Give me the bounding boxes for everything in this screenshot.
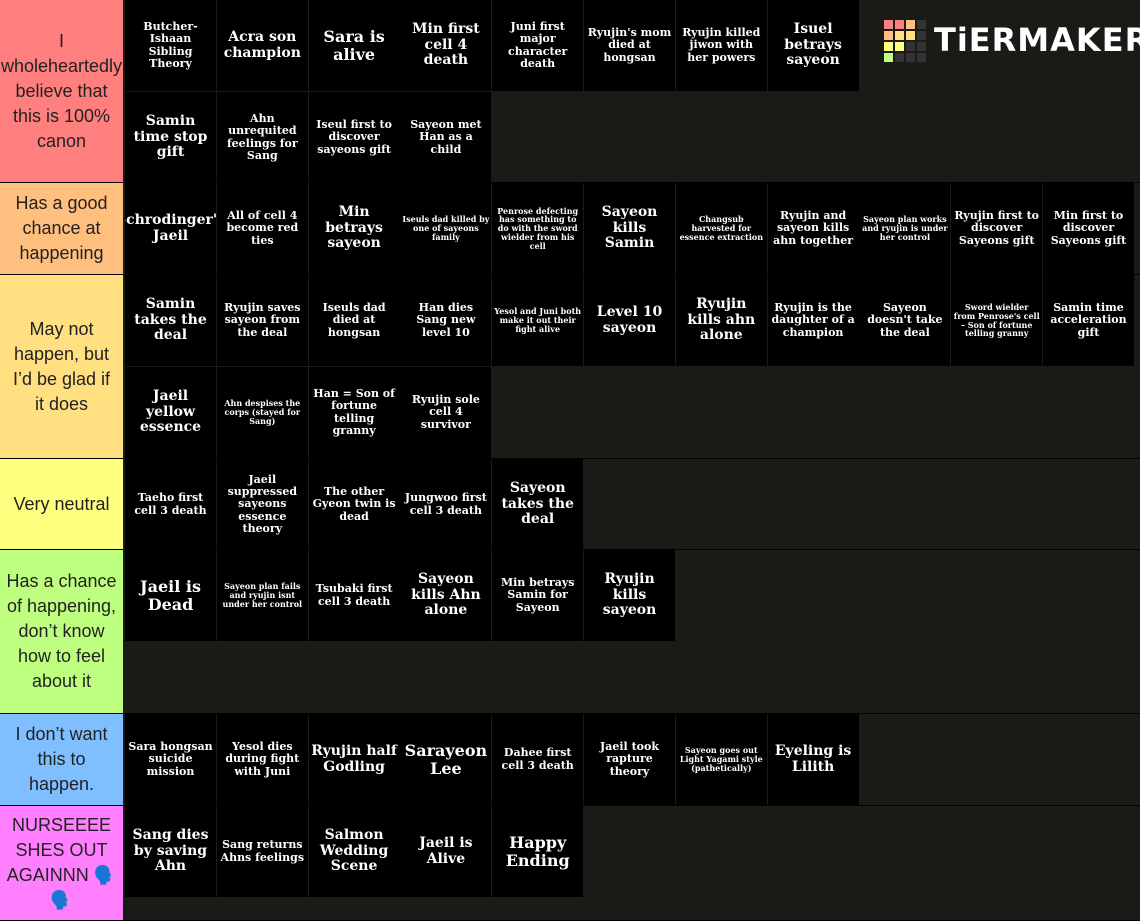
tier-item: Iseuls dad died at hongsan [308,275,400,366]
tier-item: Ahn despises the corps (stayed for Sang) [216,367,308,458]
tier-item: Jaeil is Dead [125,550,216,641]
tier-item: Han = Son of fortune telling granny [308,367,400,458]
tier-label: Has a good chance at happening [0,183,123,274]
tier-item: Level 10 sayeon [584,275,675,366]
logo: TiERMAKER [882,18,1140,62]
tier-item: Ryujin killed jiwon with her powers [675,0,767,91]
tier-item: Happy Ending [492,806,584,897]
tier-item: Jaeil is Alive [400,806,492,897]
tier-label: Very neutral [0,459,123,549]
tier-item: Sayeon plan fails and ryujin isnt under … [216,550,308,641]
tier-item: All of cell 4 become red ties [216,183,308,274]
tier-item: Sayeon takes the deal [492,459,584,550]
tier-item: Jaeil suppressed sayeons essence theory [216,459,308,550]
tier-item: The other Gyeon twin is dead [308,459,400,550]
tier-item: Sayeon kills Samin [584,183,675,274]
tier-label: May not happen, but I’d be glad if it do… [0,275,123,458]
tier-separator [0,458,1140,459]
tier-item: Jaeil took rapture theory [584,714,675,805]
tier-separator [0,713,1140,714]
tier-item: Schrodinger's Jaeil [125,183,216,274]
tier-label: I wholeheartedly believe that this is 10… [0,0,123,182]
tier-separator [0,805,1140,806]
tier-item: Sword wielder from Penrose's cell – Son … [951,275,1043,366]
tier-item: Min betrays sayeon [308,183,400,274]
tier-item: Jaeil yellow essence [125,367,216,458]
tier-item: Sara is alive [308,0,400,91]
tier-item: Sayeon plan works and ryujin is under he… [859,183,951,274]
tier-item: Juni first major character death [492,0,584,91]
tier-item: Taeho first cell 3 death [125,459,216,550]
tier-item: Ryujin sole cell 4 survivor [400,367,492,458]
tier-item: Sang returns Ahns feelings [216,806,308,897]
tier-item: Ryujin and sayeon kills ahn together [767,183,859,274]
tier-item: Tsubaki first cell 3 death [308,550,400,641]
tier-item: Iseuls dad killed by one of sayeons fami… [400,183,492,274]
tier-item: Sayeon goes out Light Yagami style (path… [675,714,767,805]
tier-label: I don’t want this to happen. [0,714,123,805]
tier-item: Sang dies by saving Ahn [125,806,216,897]
tier-separator [0,182,1140,183]
tier-item: Sayeon doesn't take the deal [859,275,951,366]
tier-separator [0,274,1140,275]
tier-item: Isuel betrays sayeon [767,0,859,91]
tier-item: Samin time acceleration gift [1043,275,1134,366]
tier-item: Sarayeon Lee [400,714,492,805]
tier-item: Ryujin's mom died at hongsan [584,0,675,91]
tier-item: Yesol and Juni both make it out their fi… [492,275,584,366]
tier-item: Ryujin saves sayeon from the deal [216,275,308,366]
tier-item: Samin time stop gift [125,92,216,183]
tier-item: Ryujin kills sayeon [584,550,675,641]
tier-item: Min first to discover Sayeons gift [1043,183,1134,274]
tier-item: Samin takes the deal [125,275,216,366]
tier-item: Eyeling is Lilith [767,714,859,805]
logo-text: TiERMAKER [934,21,1140,59]
tier-item: Sayeon met Han as a child [400,92,492,183]
tier-item: Ryujin is the daughter of a champion [767,275,859,366]
tier-item: Penrose defecting has something to do wi… [492,183,584,274]
logo-icon [884,20,926,62]
tier-item: Ryujin half Godling [308,714,400,805]
tier-item: Salmon Wedding Scene [308,806,400,897]
tier-item: Sayeon kills Ahn alone [400,550,492,641]
tier-item: Acra son champion [216,0,308,91]
tier-item: Butcher-Ishaan Sibling Theory [125,0,216,91]
tier-item: Min betrays Samin for Sayeon [492,550,584,641]
tier-label: Has a chance of happening, don’t know ho… [0,550,123,713]
tier-item: Jungwoo first cell 3 death [400,459,492,550]
tier-item: Ahn unrequited feelings for Sang [216,92,308,183]
tier-item: Ryujin first to discover Sayeons gift [951,183,1043,274]
tier-item: Dahee first cell 3 death [492,714,584,805]
tier-separator [0,549,1140,550]
tier-item: Ryujin kills ahn alone [675,275,767,366]
tier-item: Sara hongsan suicide mission [125,714,216,805]
tier-label: NURSEEEE SHES OUT AGAINNN 🗣️🗣️ [0,806,123,920]
tier-item: Changsub harvested for essence extractio… [675,183,767,274]
tier-item: Han dies Sang new level 10 [400,275,492,366]
tier-item: Min first cell 4 death [400,0,492,91]
tier-item: Iseul first to discover sayeons gift [308,92,400,183]
tier-item: Yesol dies during fight with Juni [216,714,308,805]
